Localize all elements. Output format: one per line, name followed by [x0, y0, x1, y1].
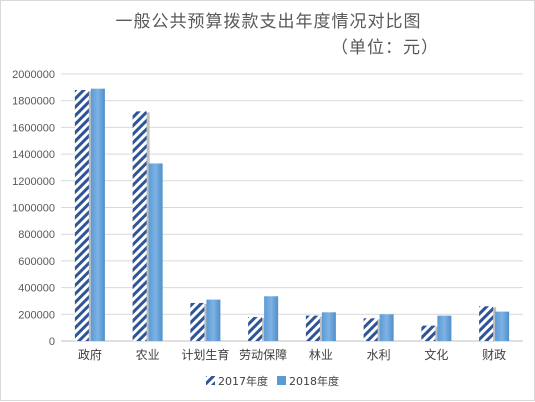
legend-swatch-2018 — [277, 376, 286, 385]
x-category-label: 文化 — [424, 347, 448, 362]
bar-2018 — [495, 311, 510, 341]
bar-2017 — [421, 325, 436, 341]
y-tick-label: 2000000 — [12, 69, 55, 81]
bar-2018 — [321, 312, 336, 341]
x-category-label: 政府 — [78, 347, 102, 362]
bar-2018 — [379, 314, 394, 341]
bar-2018 — [264, 296, 279, 341]
y-tick-label: 1200000 — [12, 176, 55, 188]
bar-2018 — [206, 299, 221, 341]
bar-2018 — [437, 315, 452, 341]
y-tick-label: 0 — [49, 336, 55, 348]
y-tick-label: 1000000 — [12, 203, 55, 215]
bar-2017 — [363, 318, 378, 341]
y-tick-label: 1800000 — [12, 96, 55, 108]
y-tick-label: 400000 — [18, 283, 55, 295]
x-category-label: 水利 — [367, 348, 391, 362]
legend-label-2017: 2017年度 — [218, 374, 268, 388]
x-category-label: 农业 — [136, 348, 160, 362]
bar-2017 — [190, 302, 205, 341]
bar-2017 — [74, 90, 89, 342]
bar-2018 — [90, 88, 105, 341]
bars — [74, 88, 510, 342]
y-tick-label: 1400000 — [12, 149, 55, 161]
x-axis: 政府 农业 计划生育 劳动保障 林业 水利 文化 财政 — [78, 347, 506, 362]
y-tick-label: 1600000 — [12, 122, 55, 134]
x-category-label: 林业 — [309, 348, 333, 362]
chart-title: 一般公共预算拨款支出年度情况对比图 — [115, 12, 422, 32]
bar-2017 — [248, 316, 263, 341]
x-category-label: 计划生育 — [181, 347, 229, 362]
legend: 2017年度 2018年度 — [206, 374, 339, 388]
bar-2017 — [305, 315, 320, 341]
x-category-label: 劳动保障 — [239, 347, 287, 362]
y-tick-label: 800000 — [18, 229, 55, 241]
x-category-label: 财政 — [482, 348, 506, 362]
gridlines — [61, 73, 523, 342]
chart-subtitle: （单位：元） — [331, 38, 439, 58]
legend-label-2018: 2018年度 — [289, 374, 339, 388]
y-tick-label: 600000 — [18, 256, 55, 268]
bar-2017 — [479, 306, 494, 341]
legend-swatch-2017 — [206, 376, 215, 385]
y-tick-label: 200000 — [18, 309, 55, 321]
bar-2018 — [148, 163, 163, 341]
bar-2017 — [132, 111, 147, 341]
y-axis: 0 200000 400000 600000 800000 1000000 1200000 1… — [12, 69, 55, 348]
